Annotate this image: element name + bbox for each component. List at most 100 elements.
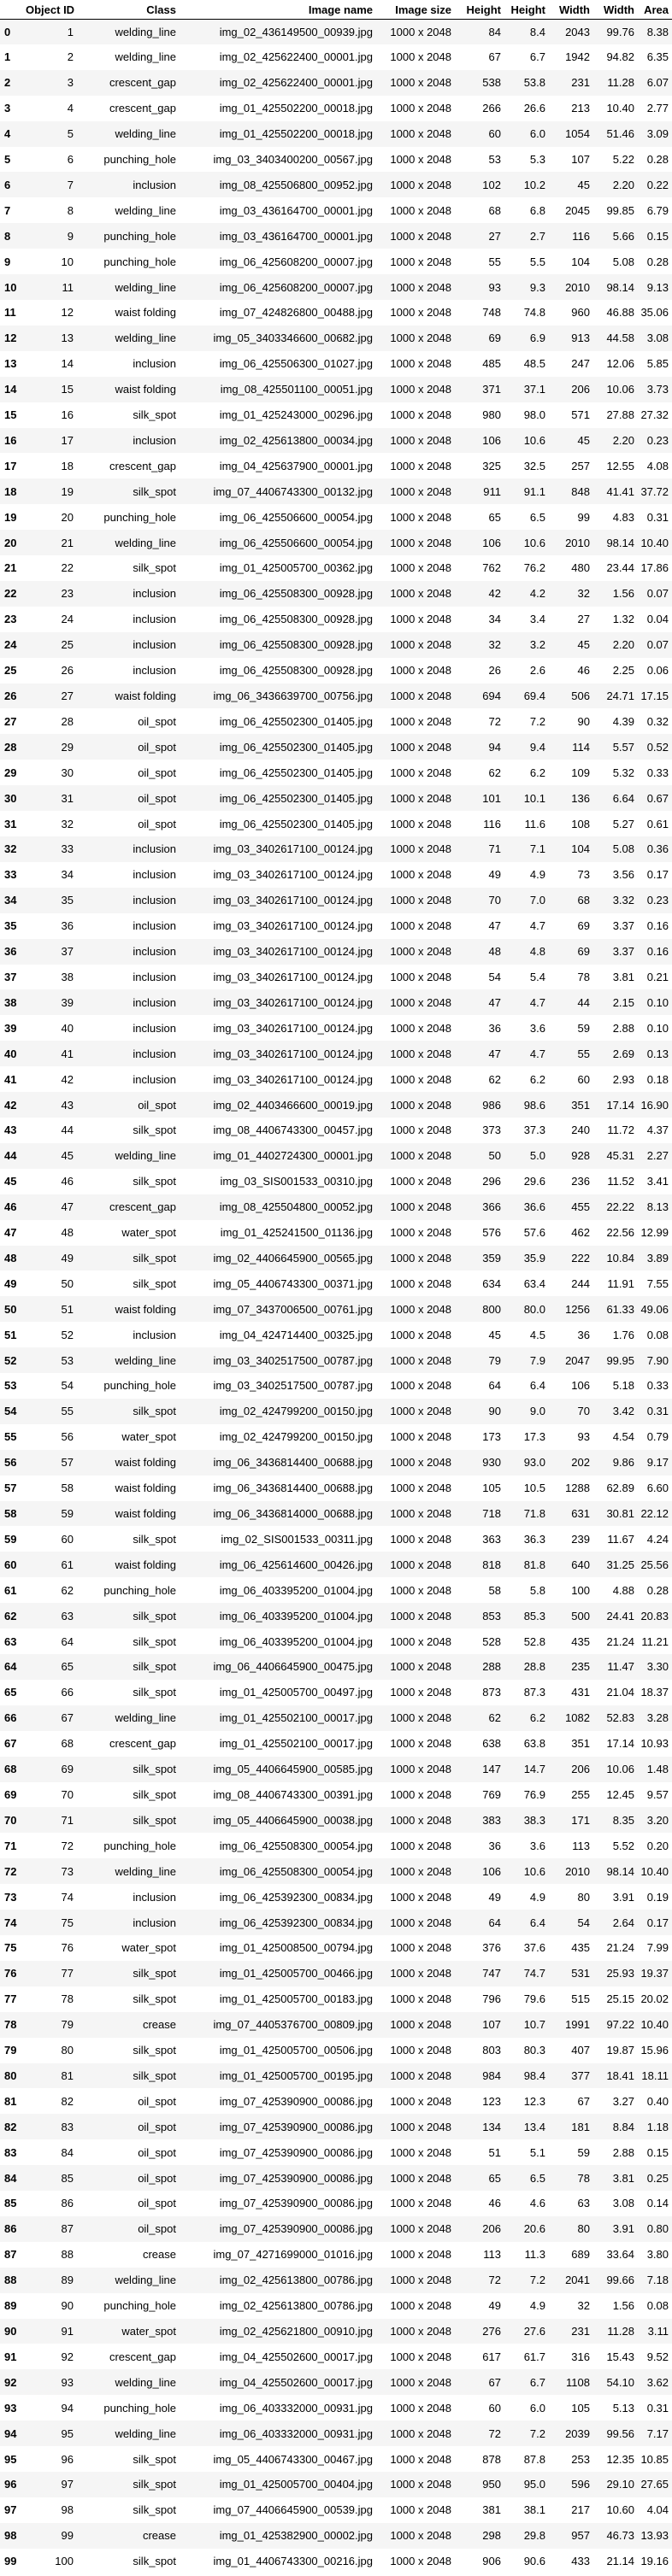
class-cell: welding_line bbox=[115, 25, 176, 38]
image-name-cell: img_07_425390900_00086.jpg bbox=[219, 2120, 373, 2133]
object-id-cell: 90 bbox=[61, 2299, 74, 2313]
class-cell: inclusion bbox=[133, 995, 176, 1009]
image-name-cell: img_06_403395200_01004.jpg bbox=[219, 1609, 373, 1622]
class-cell: inclusion bbox=[133, 1021, 176, 1035]
image-name-cell: img_01_425241500_01136.jpg bbox=[220, 1226, 373, 1240]
height-pct-cell: 4.9 bbox=[529, 868, 545, 882]
height-px-cell: 36 bbox=[488, 1021, 501, 1035]
object-id-cell: 44 bbox=[61, 1124, 74, 1137]
width-pct-cell: 3.81 bbox=[612, 2171, 634, 2185]
area-cell: 0.28 bbox=[646, 152, 669, 166]
object-id-cell: 29 bbox=[61, 740, 74, 754]
object-id-cell: 13 bbox=[61, 332, 74, 345]
class-cell: welding_line bbox=[115, 1149, 176, 1163]
object-id-cell: 49 bbox=[61, 1251, 74, 1265]
table-row: 68 69 silk_spot img_05_4406645900_00585.jpg… bbox=[0, 1756, 672, 1782]
object-id-cell: 4 bbox=[67, 102, 74, 115]
image-size-cell: 1000 x 2048 bbox=[390, 1916, 451, 1929]
height-pct-cell: 4.2 bbox=[529, 587, 545, 601]
class-cell: silk_spot bbox=[133, 1660, 176, 1674]
width-pct-cell: 1.32 bbox=[612, 613, 634, 626]
row-index: 25 bbox=[4, 664, 17, 678]
object-id-cell: 3 bbox=[67, 76, 74, 90]
height-px-cell: 485 bbox=[482, 357, 501, 371]
image-size-cell: 1000 x 2048 bbox=[390, 1839, 451, 1852]
column-header-width-pct: Width bbox=[595, 0, 640, 20]
table-row: 8 9 punching_hole img_03_436164700_00001.jp… bbox=[0, 223, 672, 249]
image-name-cell: img_06_425508300_00054.jpg bbox=[219, 1864, 373, 1878]
image-size-cell: 1000 x 2048 bbox=[390, 2426, 451, 2440]
image-name-cell: img_08_4406743300_00457.jpg bbox=[213, 1124, 373, 1137]
row-index: 2 bbox=[4, 76, 11, 90]
height-pct-cell: 10.5 bbox=[523, 1482, 545, 1495]
class-cell: crease bbox=[142, 2248, 176, 2262]
object-id-cell: 97 bbox=[61, 2478, 74, 2491]
height-pct-cell: 74.7 bbox=[523, 1967, 545, 1980]
area-cell: 19.37 bbox=[640, 1967, 669, 1980]
width-px-cell: 631 bbox=[571, 1507, 590, 1521]
image-size-cell: 1000 x 2048 bbox=[390, 1507, 451, 1521]
height-px-cell: 60 bbox=[488, 127, 501, 141]
width-pct-cell: 5.52 bbox=[612, 1839, 634, 1852]
image-name-cell: img_05_4406743300_00467.jpg bbox=[213, 2452, 373, 2466]
class-cell: oil_spot bbox=[138, 791, 176, 805]
width-px-cell: 45 bbox=[577, 178, 590, 191]
area-cell: 16.90 bbox=[640, 1098, 669, 1112]
column-header-height-pct: Height bbox=[506, 0, 551, 20]
width-pct-cell: 21.14 bbox=[606, 2555, 634, 2568]
image-size-cell: 1000 x 2048 bbox=[390, 2274, 451, 2287]
width-pct-cell: 99.95 bbox=[606, 1353, 634, 1367]
width-pct-cell: 23.44 bbox=[606, 561, 634, 575]
image-size-cell: 1000 x 2048 bbox=[390, 894, 451, 907]
height-px-cell: 173 bbox=[482, 1430, 501, 1444]
width-px-cell: 351 bbox=[571, 1098, 590, 1112]
image-name-cell: img_02_425622400_00001.jpg bbox=[219, 50, 373, 64]
class-cell: welding_line bbox=[115, 332, 176, 345]
row-index: 65 bbox=[4, 1686, 17, 1699]
table-row: 75 76 water_spot img_01_425008500_00794.jpg… bbox=[0, 1935, 672, 1961]
row-index: 67 bbox=[4, 1737, 17, 1751]
area-cell: 3.28 bbox=[646, 1711, 669, 1725]
width-pct-cell: 5.57 bbox=[612, 740, 634, 754]
width-px-cell: 32 bbox=[577, 2299, 590, 2313]
height-pct-cell: 6.2 bbox=[529, 766, 545, 779]
area-cell: 0.19 bbox=[646, 1890, 669, 1904]
width-pct-cell: 24.41 bbox=[606, 1609, 634, 1622]
class-cell: welding_line bbox=[115, 536, 176, 549]
image-name-cell: img_01_425005700_00362.jpg bbox=[219, 561, 373, 575]
row-index: 82 bbox=[4, 2120, 17, 2133]
image-name-cell: img_05_3403346600_00682.jpg bbox=[213, 332, 373, 345]
height-px-cell: 371 bbox=[482, 383, 501, 396]
table-row: 15 16 silk_spot img_01_425243000_00296.jpg 1… bbox=[0, 402, 672, 428]
image-name-cell: img_03_3402617100_00124.jpg bbox=[213, 919, 373, 933]
image-size-cell: 1000 x 2048 bbox=[390, 1992, 451, 2006]
image-size-cell: 1000 x 2048 bbox=[390, 127, 451, 141]
height-pct-cell: 10.2 bbox=[523, 178, 545, 191]
width-pct-cell: 25.15 bbox=[606, 1992, 634, 2006]
area-cell: 0.25 bbox=[646, 2171, 669, 2185]
height-px-cell: 276 bbox=[482, 2325, 501, 2338]
class-cell: punching_hole bbox=[103, 1379, 176, 1393]
height-pct-cell: 76.2 bbox=[523, 561, 545, 575]
height-pct-cell: 93.0 bbox=[523, 1456, 545, 1470]
row-index: 86 bbox=[4, 2222, 17, 2236]
height-px-cell: 803 bbox=[482, 2044, 501, 2057]
height-px-cell: 107 bbox=[482, 2018, 501, 2032]
height-pct-cell: 6.2 bbox=[529, 1072, 545, 1086]
height-px-cell: 79 bbox=[488, 1353, 501, 1367]
width-px-cell: 2010 bbox=[565, 1864, 590, 1878]
class-cell: silk_spot bbox=[133, 561, 176, 575]
height-pct-cell: 26.6 bbox=[523, 102, 545, 115]
image-name-cell: img_07_424826800_00488.jpg bbox=[219, 306, 373, 320]
object-id-cell: 8 bbox=[67, 203, 74, 217]
table-row: 42 43 oil_spot img_02_4403466600_00019.jpg 1… bbox=[0, 1092, 672, 1118]
image-size-cell: 1000 x 2048 bbox=[390, 1890, 451, 1904]
image-name-cell: img_07_3437006500_00761.jpg bbox=[213, 1302, 373, 1316]
image-name-cell: img_03_436164700_00001.jpg bbox=[219, 203, 373, 217]
width-pct-cell: 21.24 bbox=[606, 1941, 634, 1955]
row-index: 37 bbox=[4, 970, 17, 983]
table-row: 71 72 punching_hole img_06_425508300_00054.… bbox=[0, 1833, 672, 1858]
class-cell: inclusion bbox=[133, 842, 176, 856]
row-index: 26 bbox=[4, 689, 17, 703]
height-px-cell: 383 bbox=[482, 1813, 501, 1827]
